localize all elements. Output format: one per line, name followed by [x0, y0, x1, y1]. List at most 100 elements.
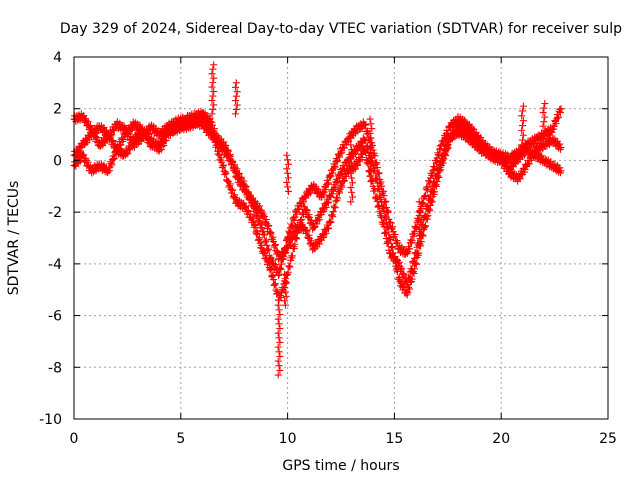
data-point-spike — [281, 301, 289, 309]
data-point-track-c — [423, 205, 431, 213]
y-tick-label: -2 — [48, 205, 62, 221]
data-point-track-b — [374, 185, 382, 193]
data-point-track-c — [266, 230, 274, 238]
data-point-track-c — [84, 158, 92, 166]
data-point-track-c — [286, 241, 294, 249]
data-point-track-a — [256, 215, 264, 223]
data-point-track-c — [379, 218, 387, 226]
data-point-track-c — [382, 235, 390, 243]
data-point-track-c — [324, 224, 332, 232]
data-point-track-b — [358, 142, 366, 150]
data-point-spike — [232, 105, 240, 113]
data-point-track-b — [273, 288, 281, 296]
data-point-track-c — [281, 249, 289, 257]
y-tick-label: 2 — [53, 102, 62, 118]
data-point-track-a — [384, 208, 392, 216]
data-point-spike — [281, 270, 289, 278]
data-point-spike — [368, 153, 376, 161]
data-point-track-b — [395, 273, 403, 281]
data-point-track-b — [102, 127, 110, 135]
data-point-track-c — [288, 236, 296, 244]
data-point-track-c — [107, 159, 115, 167]
data-point-track-b — [557, 144, 565, 151]
data-point-spike — [282, 279, 290, 287]
data-point-track-c — [557, 167, 565, 175]
data-point-spike — [519, 107, 527, 115]
data-point-track-b — [220, 161, 228, 169]
data-point-spike — [284, 160, 292, 168]
data-point-track-c — [384, 238, 392, 246]
data-point-spike — [276, 338, 284, 346]
data-point-track-b — [382, 219, 390, 227]
data-point-spike — [281, 275, 289, 283]
data-point-track-c — [338, 183, 346, 191]
data-point-track-b — [246, 210, 254, 218]
data-point-track-b — [251, 221, 259, 229]
data-point-spike — [231, 110, 239, 118]
data-point-track-c — [437, 160, 445, 168]
data-point-track-a — [408, 237, 416, 245]
data-point-track-b — [386, 234, 394, 242]
data-point-track-b — [126, 146, 134, 154]
data-point-spike — [284, 183, 292, 191]
data-point-spike — [416, 235, 424, 243]
data-point-track-c — [422, 211, 430, 219]
data-point-track-c — [265, 222, 273, 230]
data-point-track-b — [284, 268, 292, 276]
y-tick-label: -8 — [48, 360, 62, 376]
data-point-track-b — [461, 121, 469, 129]
data-point-track-b — [331, 184, 339, 192]
data-point-spike — [208, 83, 216, 91]
data-point-track-c — [267, 229, 275, 237]
data-point-spike — [283, 178, 291, 186]
data-point-track-c — [111, 147, 119, 155]
data-point-spike — [281, 283, 289, 291]
data-point-track-a — [276, 264, 284, 272]
data-point-track-a — [373, 164, 381, 172]
data-point-track-b — [271, 280, 279, 288]
data-point-track-c — [411, 249, 419, 257]
data-point-track-c — [322, 229, 330, 237]
data-point-spike — [209, 79, 217, 87]
data-point-track-a — [324, 179, 332, 187]
data-point-track-c — [288, 235, 296, 243]
data-point-track-c — [330, 202, 338, 210]
data-point-track-c — [282, 249, 290, 257]
data-point-track-a — [424, 183, 432, 191]
data-point-spike — [208, 70, 216, 78]
data-point-track-a — [265, 245, 273, 253]
data-point-track-c — [340, 177, 348, 185]
data-point-track-b — [324, 198, 332, 206]
data-point-track-c — [404, 278, 412, 286]
data-point-spike — [274, 343, 282, 351]
data-point-spike — [349, 193, 357, 201]
data-point-track-b — [255, 235, 263, 243]
data-point-track-c — [335, 189, 343, 197]
data-point-track-c — [303, 227, 311, 235]
data-point-track-a — [299, 198, 307, 206]
data-point-track-c — [233, 170, 241, 178]
data-point-spike — [209, 105, 217, 113]
data-point-spike — [415, 239, 423, 247]
data-point-track-a — [358, 125, 366, 133]
data-point-track-b — [313, 220, 321, 228]
data-point-spike — [539, 109, 547, 117]
data-point-track-c — [398, 264, 406, 272]
data-point-track-a — [262, 236, 270, 244]
data-point-track-b — [392, 266, 400, 274]
data-point-track-c — [433, 174, 441, 182]
data-point-track-a — [293, 210, 301, 218]
data-point-track-b — [378, 198, 386, 206]
data-point-track-c — [374, 203, 382, 211]
data-point-track-c — [110, 155, 118, 163]
data-point-spike — [519, 122, 527, 130]
data-point-track-b — [266, 266, 274, 274]
data-point-track-c — [442, 148, 450, 156]
data-point-track-c — [162, 133, 170, 141]
data-point-spike — [231, 97, 239, 105]
x-tick-label: 20 — [492, 431, 510, 447]
data-point-spike — [347, 141, 355, 149]
data-point-spike — [416, 221, 424, 229]
data-point-track-b — [303, 206, 311, 214]
data-point-spike — [367, 134, 375, 142]
